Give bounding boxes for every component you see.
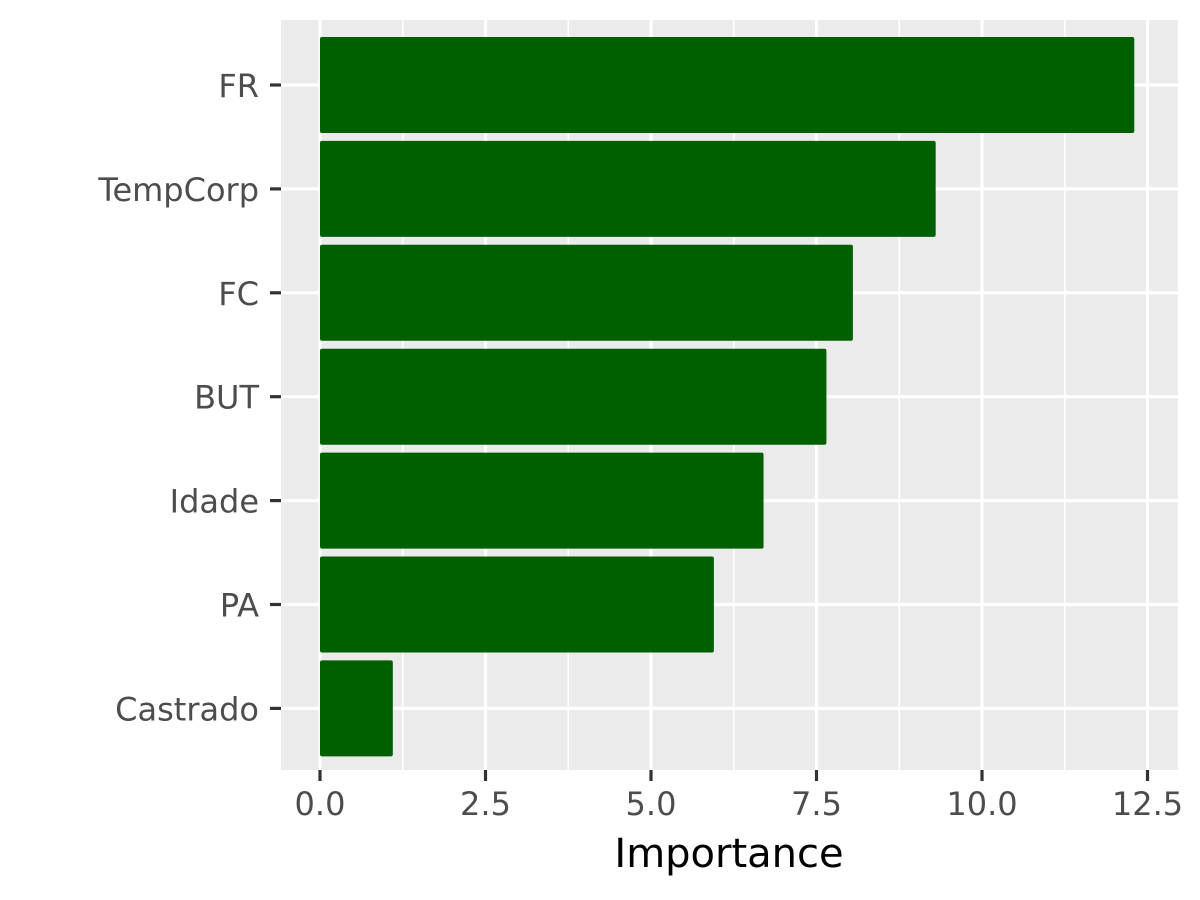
bar-tempcorp <box>320 140 936 237</box>
bar-fr <box>320 37 1135 133</box>
bar-fc <box>320 244 853 341</box>
x-tick-label: 2.5 <box>460 785 511 823</box>
x-tick-label: 5.0 <box>626 785 677 823</box>
x-tick-label: 12.5 <box>1112 785 1183 823</box>
x-tick-label: 7.5 <box>791 785 842 823</box>
x-axis: 0.0 2.5 5.0 7.5 10.0 12.5 <box>295 770 1183 823</box>
bar-idade <box>320 452 764 549</box>
y-tick-label: FC <box>218 275 259 313</box>
y-tick-label: Castrado <box>115 690 259 728</box>
bar-castrado <box>320 660 393 757</box>
x-axis-title: Importance <box>614 831 843 877</box>
y-tick-label: Idade <box>170 483 259 521</box>
x-tick-label: 10.0 <box>946 785 1017 823</box>
y-axis: FR TempCorp FC BUT Idade PA Castrado <box>97 67 281 728</box>
x-tick-label: 0.0 <box>295 785 346 823</box>
bar-pa <box>320 556 714 653</box>
y-tick-label: TempCorp <box>97 171 259 209</box>
bars <box>320 37 1135 757</box>
y-tick-label: PA <box>220 587 259 625</box>
bar-but <box>320 348 827 445</box>
y-tick-label: BUT <box>194 379 259 417</box>
y-tick-label: FR <box>218 67 259 105</box>
